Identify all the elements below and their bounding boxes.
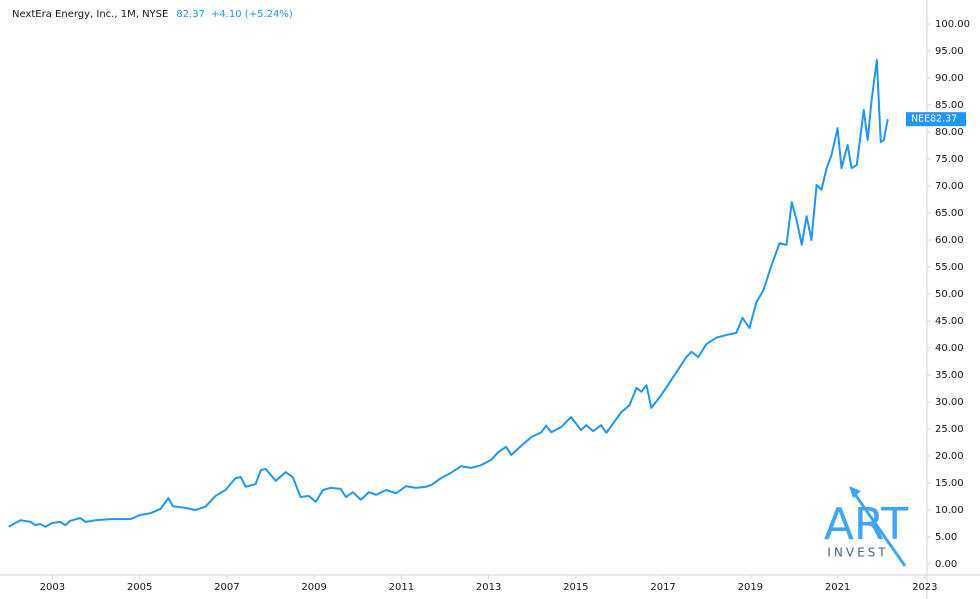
x-tick-label: 2009	[301, 582, 326, 593]
x-tick-label: 2021	[825, 582, 850, 593]
y-tick-label: 95.00	[935, 46, 964, 57]
x-tick-label: 2011	[389, 582, 414, 593]
watermark-arrow	[850, 489, 907, 567]
watermark: ART INVEST	[824, 486, 908, 567]
y-tick-label: 20.00	[935, 451, 964, 462]
y-tick-label: 60.00	[935, 235, 964, 246]
y-tick-label: 40.00	[935, 343, 964, 354]
y-tick-label: 10.00	[935, 505, 964, 516]
x-tick-label: 2017	[650, 582, 675, 593]
y-tick-label: 80.00	[935, 127, 964, 138]
y-tick-label: 75.00	[935, 154, 964, 165]
x-tick-label: 2007	[214, 582, 239, 593]
header-change: +4.10 (+5.24%)	[211, 9, 293, 20]
watermark-title: ART	[824, 499, 908, 550]
x-tick-label: 2015	[563, 582, 588, 593]
y-tick-label: 50.00	[935, 289, 964, 300]
y-tick-label: 30.00	[935, 397, 964, 408]
price-tag	[906, 112, 966, 127]
y-tick-label: 100.00	[935, 19, 970, 30]
y-tick-label: 90.00	[935, 73, 964, 84]
y-tick-label: 5.00	[935, 532, 957, 543]
y-tick-label: 70.00	[935, 181, 964, 192]
x-tick-label: 2023	[912, 582, 937, 593]
y-tick-label: 15.00	[935, 478, 964, 489]
y-tick-label: 45.00	[935, 316, 964, 327]
y-tick-label: 0.00	[935, 559, 957, 570]
plot-area	[8, 59, 889, 528]
y-tick-label: 65.00	[935, 208, 964, 219]
price-line	[8, 59, 889, 528]
x-tick-label: 2019	[738, 582, 763, 593]
x-tick-label: 2013	[476, 582, 501, 593]
watermark-subtitle: INVEST	[827, 546, 888, 560]
header-price: 82.37	[176, 9, 205, 20]
y-tick-label: 55.00	[935, 262, 964, 273]
y-tick-label: 85.00	[935, 100, 964, 111]
price-tag-symbol: NEE	[911, 114, 930, 125]
x-tick-label: 2003	[40, 582, 65, 593]
price-tag-value: 82.37	[930, 114, 957, 125]
y-tick-label: 25.00	[935, 424, 964, 435]
y-tick-label: 35.00	[935, 370, 964, 381]
watermark-arrow-head	[849, 486, 861, 498]
chart-title: NextEra Energy, Inc., 1M, NYSE	[12, 9, 168, 20]
x-tick-label: 2005	[127, 582, 152, 593]
